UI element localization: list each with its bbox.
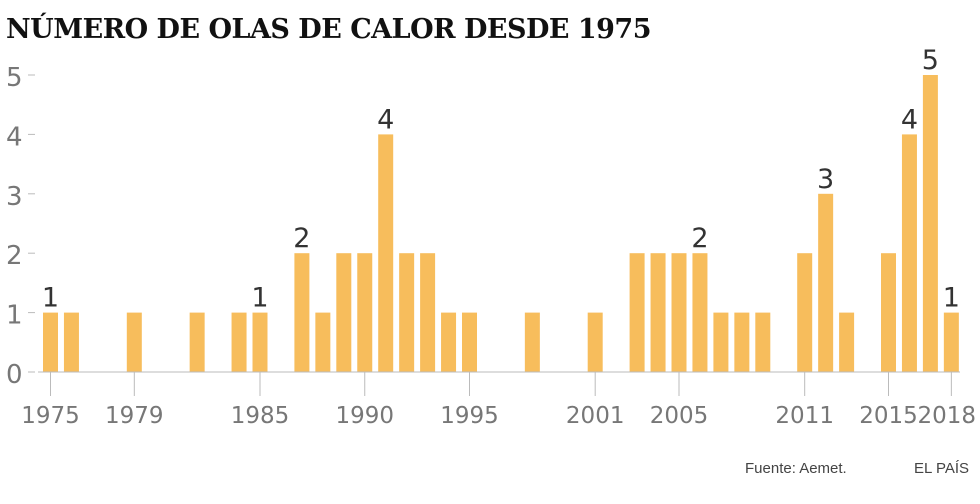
x-tick-label: 1985: [231, 403, 290, 429]
bar: [797, 253, 813, 372]
source-note: Fuente: Aemet.: [745, 460, 847, 477]
bar: [524, 312, 540, 372]
x-tick-label: 2018: [917, 403, 976, 429]
bar: [755, 312, 771, 372]
bar: [734, 312, 750, 372]
data-label: 1: [42, 283, 59, 314]
data-label: 4: [901, 104, 918, 135]
bar: [378, 134, 394, 372]
bar: [629, 253, 645, 372]
y-axis: 0 1 2 3 4 5: [6, 63, 35, 390]
bar: [399, 253, 415, 372]
y-tick-label: 2: [6, 241, 23, 271]
y-tick-label: 3: [6, 182, 23, 212]
bar: [336, 253, 352, 372]
bar: [901, 134, 917, 372]
brand-label: EL PAÍS: [914, 460, 970, 477]
bar: [315, 312, 331, 372]
bar: [43, 312, 58, 372]
bar: [818, 193, 834, 372]
data-label: 1: [943, 283, 960, 314]
bar: [922, 75, 938, 372]
bar: [252, 312, 268, 372]
chart-title: NÚMERO DE OLAS DE CALOR DESDE 1975: [6, 14, 652, 45]
bar: [189, 312, 205, 372]
data-label: 5: [922, 45, 939, 76]
data-label: 3: [817, 164, 834, 195]
bar: [63, 312, 79, 372]
x-tick-label: 1979: [105, 403, 164, 429]
bar: [650, 253, 666, 372]
y-tick-label: 4: [6, 122, 23, 152]
y-tick-label: 5: [6, 63, 23, 93]
bars: [43, 75, 959, 372]
bar: [357, 253, 373, 372]
bar: [587, 312, 603, 372]
y-tick-label: 0: [6, 360, 23, 390]
data-label: 2: [691, 223, 708, 254]
x-tick-label: 2015: [859, 403, 918, 429]
x-tick-label: 2011: [775, 403, 834, 429]
x-tick-label: 1995: [440, 403, 499, 429]
data-label: 2: [293, 223, 310, 254]
x-tick-label: 2005: [650, 403, 709, 429]
x-tick-label: 1975: [21, 403, 80, 429]
bar: [126, 312, 142, 372]
bar: [420, 253, 436, 372]
data-label: 4: [377, 104, 394, 135]
x-axis: 1975 1979 1985 1990 1995 2001 2005 2011 2015 2018: [21, 372, 976, 429]
x-tick-label: 2001: [566, 403, 625, 429]
bar: [294, 253, 310, 372]
bar: [231, 312, 247, 372]
bar: [713, 312, 729, 372]
bar: [692, 253, 708, 372]
data-label: 1: [251, 283, 268, 314]
bar: [671, 253, 687, 372]
bar: [462, 312, 477, 372]
bar: [943, 312, 959, 372]
bar: [881, 253, 896, 372]
bar: [441, 312, 457, 372]
y-tick-label: 1: [6, 301, 23, 331]
bar: [839, 312, 855, 372]
x-tick-label: 1990: [335, 403, 394, 429]
